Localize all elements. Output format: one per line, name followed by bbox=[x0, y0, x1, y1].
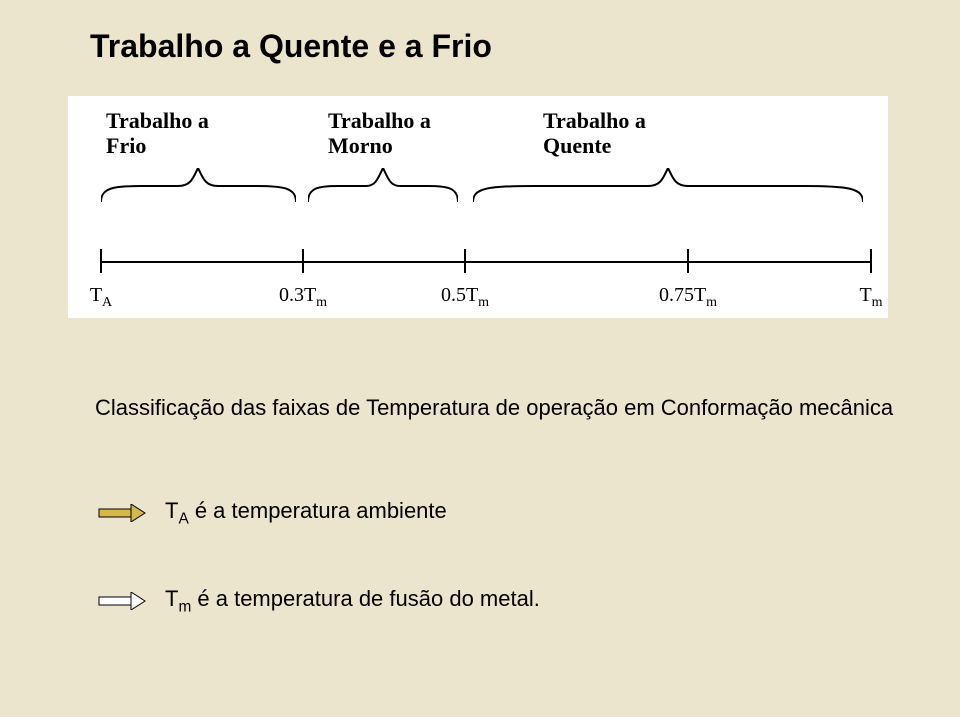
arrow-icon bbox=[98, 504, 146, 522]
slide-page: Trabalho a Quente e a Frio Trabalho aFri… bbox=[0, 0, 960, 717]
definition-ta: TA é a temperatura ambiente bbox=[165, 498, 447, 528]
tick-tm bbox=[870, 249, 872, 273]
ticklabel-ta: TA bbox=[90, 284, 112, 311]
ticklabel-075tm: 0.75Tm bbox=[659, 284, 717, 311]
tick-075tm bbox=[687, 249, 689, 273]
region-label-morno: Trabalho aMorno bbox=[328, 108, 431, 159]
brace-morno bbox=[308, 168, 458, 206]
ticklabel-03tm: 0.3Tm bbox=[279, 284, 327, 311]
figure-caption: Classificação das faixas de Temperatura … bbox=[95, 395, 893, 421]
definition-ta-text: é a temperatura ambiente bbox=[189, 498, 447, 523]
brace-quente bbox=[473, 168, 863, 206]
tick-05tm bbox=[464, 249, 466, 273]
definition-tm: Tm é a temperatura de fusão do metal. bbox=[165, 586, 540, 616]
ticklabel-tm: Tm bbox=[859, 284, 882, 311]
region-label-frio: Trabalho aFrio bbox=[106, 108, 209, 159]
temperature-scale-figure: Trabalho aFrio Trabalho aMorno Trabalho … bbox=[68, 96, 888, 318]
definition-ta-symbol: TA bbox=[165, 498, 189, 523]
tick-ta bbox=[100, 249, 102, 273]
definition-tm-symbol: Tm bbox=[165, 586, 191, 611]
ticklabel-05tm: 0.5Tm bbox=[441, 284, 489, 311]
axis-line bbox=[101, 261, 871, 263]
brace-frio bbox=[101, 168, 296, 206]
region-label-quente: Trabalho aQuente bbox=[543, 108, 646, 159]
slide-title: Trabalho a Quente e a Frio bbox=[90, 28, 492, 65]
arrow-icon bbox=[98, 592, 146, 610]
tick-03tm bbox=[302, 249, 304, 273]
definition-tm-text: é a temperatura de fusão do metal. bbox=[191, 586, 540, 611]
